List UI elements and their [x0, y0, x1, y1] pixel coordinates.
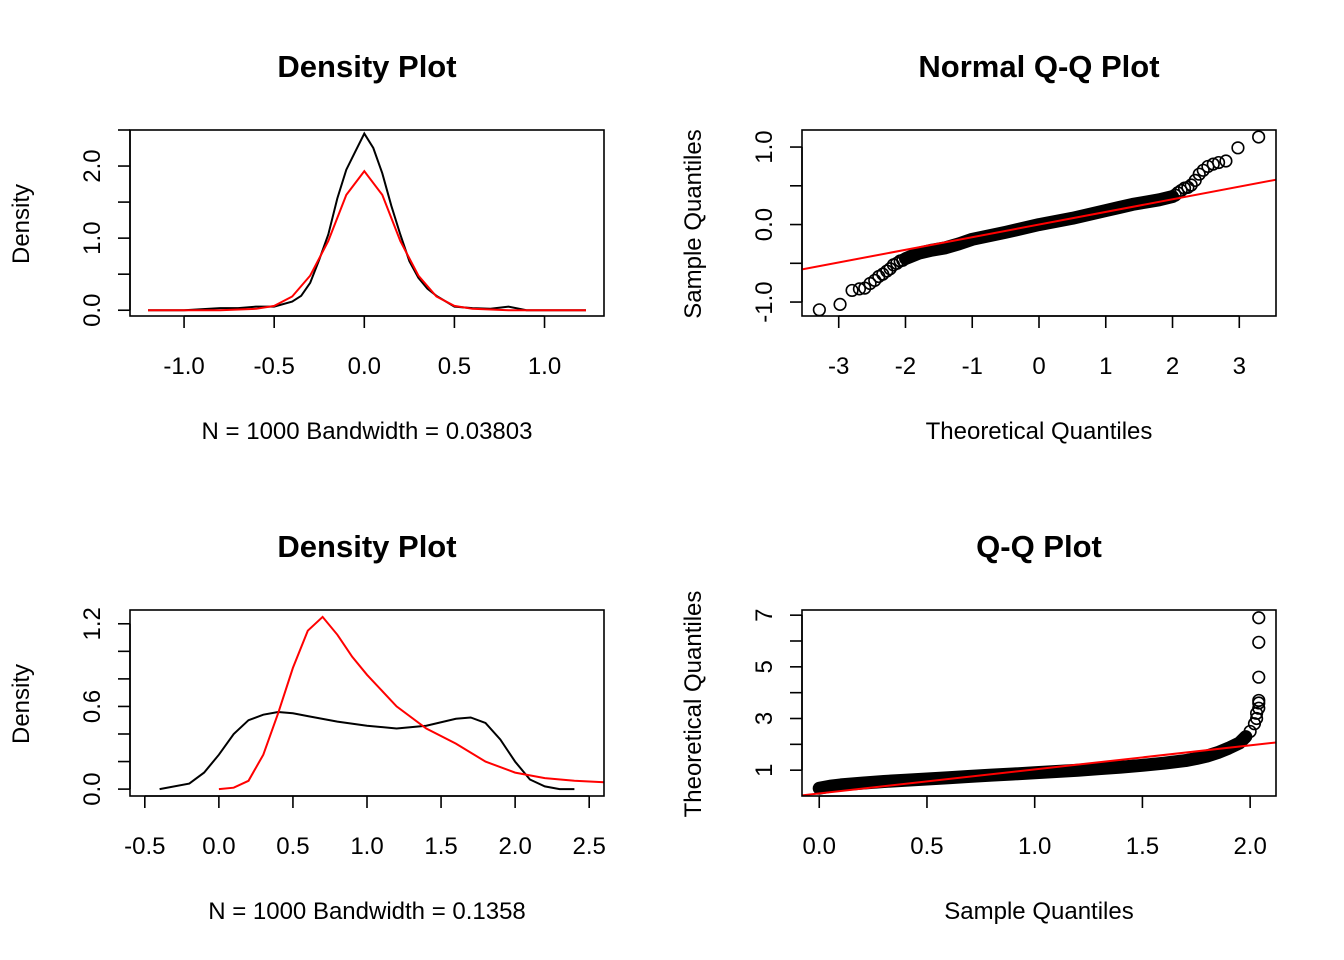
kde-curve-black [159, 710, 575, 791]
reference-line [802, 741, 1276, 796]
normal-curve-red [148, 169, 586, 312]
x-axis-label: N = 1000 Bandwidth = 0.1358 [208, 898, 526, 925]
x-tick-label: 0.5 [276, 833, 309, 860]
y-tick-label: 0.0 [751, 208, 778, 241]
plot-area [159, 615, 604, 791]
x-tick-label: 2.5 [573, 833, 606, 860]
y-tick-label: 5 [751, 660, 778, 673]
tick-layer: -1.0 -0.5 0.0 0.5 1.0 0.0 1.0 2.0 [79, 129, 561, 380]
data-point [1184, 178, 1198, 192]
y-axis-label: Density [8, 664, 35, 744]
x-tick-label: -1.0 [163, 353, 204, 380]
y-axis-label: Theoretical Quantiles [680, 591, 707, 818]
density-plot-top: Density Plot N = 1000 Bandwidth = 0.0380… [8, 49, 605, 445]
x-axis-label: Theoretical Quantiles [926, 418, 1153, 445]
y-axis-label: Density [8, 184, 35, 264]
qq-plot: Q-Q Plot Sample Quantiles Theoretical Qu… [680, 529, 1277, 925]
data-point [1252, 635, 1266, 649]
x-tick-label: 0.5 [438, 353, 471, 380]
data-point [1219, 154, 1233, 168]
x-tick-label: 1.5 [1126, 833, 1159, 860]
x-tick-label: -1 [962, 353, 983, 380]
x-tick-label: -2 [895, 353, 916, 380]
x-tick-label: 3 [1233, 353, 1246, 380]
x-tick-label: 0.5 [910, 833, 943, 860]
plot-frame [129, 129, 605, 317]
y-tick-label: 3 [751, 712, 778, 725]
data-point [1252, 611, 1266, 625]
y-tick-label: 2.0 [79, 149, 106, 182]
mark-layer [802, 611, 1276, 796]
plot-area [802, 130, 1276, 316]
x-tick-label: 1.5 [424, 833, 457, 860]
x-tick-label: 0.0 [348, 353, 381, 380]
x-tick-label: -3 [828, 353, 849, 380]
data-point [1231, 141, 1245, 155]
plot-area [802, 611, 1276, 796]
y-tick-label: 1.0 [79, 221, 106, 254]
y-axis-label: Sample Quantiles [680, 129, 707, 318]
data-point [1181, 180, 1195, 194]
normal-qq-plot: Normal Q-Q Plot Theoretical Quantiles Sa… [680, 49, 1277, 445]
mark-layer [148, 131, 586, 312]
data-point [896, 253, 910, 267]
y-tick-label: 0.0 [79, 294, 106, 327]
data-point [1192, 167, 1206, 181]
y-tick-label: -1.0 [751, 281, 778, 322]
reference-line [802, 178, 1276, 271]
normal-curve-red [218, 615, 604, 791]
x-tick-label: -0.5 [124, 833, 165, 860]
dense-points-band [812, 730, 1253, 795]
x-tick-label: 0.0 [803, 833, 836, 860]
x-tick-label: -0.5 [254, 353, 295, 380]
tick-layer: -3 -2 -1 0 1 2 3 -1.0 0.0 1.0 [751, 130, 1246, 380]
x-tick-label: 0.0 [202, 833, 235, 860]
data-point [1252, 693, 1266, 708]
x-axis-label: Sample Quantiles [944, 898, 1133, 925]
x-tick-label: 1.0 [528, 353, 561, 380]
y-tick-label: 0.0 [79, 772, 106, 805]
plot-frame [801, 609, 1277, 797]
data-point [1252, 130, 1266, 144]
x-tick-label: 2.0 [498, 833, 531, 860]
data-point [845, 283, 859, 298]
x-tick-label: 1.0 [350, 833, 383, 860]
x-tick-label: 1 [1099, 353, 1112, 380]
density-plot-bottom: Density Plot N = 1000 Bandwidth = 0.1358… [8, 529, 606, 925]
plot-area [148, 131, 586, 312]
mark-layer [159, 615, 604, 791]
data-point [1243, 724, 1257, 739]
chart-title: Density Plot [277, 529, 456, 564]
data-point [1211, 155, 1226, 170]
data-point [852, 282, 867, 296]
y-tick-label: 0.6 [79, 690, 106, 723]
mark-layer [802, 130, 1276, 316]
x-tick-label: 1.0 [1018, 833, 1051, 860]
x-tick-label: 0 [1032, 353, 1045, 380]
y-tick-label: 1.0 [751, 130, 778, 163]
data-point [1252, 670, 1266, 684]
data-point [833, 297, 847, 311]
plot-frame [129, 609, 605, 797]
data-point [1252, 701, 1266, 715]
x-tick-label: 2.0 [1233, 833, 1266, 860]
chart-title: Q-Q Plot [976, 529, 1102, 564]
chart-title: Normal Q-Q Plot [918, 49, 1159, 84]
x-axis-label: N = 1000 Bandwidth = 0.03803 [202, 418, 533, 445]
y-tick-label: 1.2 [79, 607, 106, 640]
data-point [1206, 157, 1220, 171]
x-tick-label: 2 [1166, 353, 1179, 380]
chart-title: Density Plot [277, 49, 456, 84]
y-tick-label: 1 [751, 763, 778, 776]
data-point [1174, 183, 1188, 198]
plot-frame [801, 129, 1277, 317]
y-tick-label: 7 [751, 608, 778, 621]
